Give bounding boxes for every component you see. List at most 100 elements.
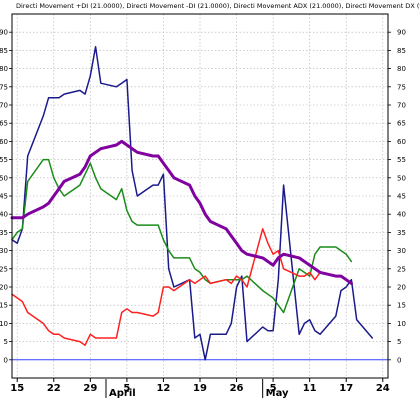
data-point xyxy=(351,261,352,262)
series-line-blue xyxy=(11,46,374,361)
y-tick-label-left: 15 xyxy=(0,302,8,310)
x-tick-label: 12 xyxy=(156,383,170,394)
data-point xyxy=(335,315,337,317)
data-point xyxy=(116,86,117,88)
y-tick-label-left: 75 xyxy=(0,83,8,91)
data-point xyxy=(84,344,86,346)
data-point xyxy=(194,283,196,284)
data-point xyxy=(199,203,201,204)
data-point xyxy=(137,195,138,197)
y-tick-label-right: 90 xyxy=(397,29,406,37)
data-point xyxy=(225,228,227,230)
data-point xyxy=(304,272,305,273)
data-point xyxy=(157,184,159,186)
data-point xyxy=(199,272,201,273)
data-point xyxy=(283,184,284,186)
x-tick-label: 5 xyxy=(270,383,277,394)
data-point xyxy=(335,275,337,277)
x-tick-label: 19 xyxy=(193,383,207,394)
data-point xyxy=(48,203,49,204)
data-point xyxy=(283,312,284,313)
data-point xyxy=(204,359,206,361)
data-point xyxy=(267,261,269,262)
data-point xyxy=(157,312,159,313)
series-line-red xyxy=(11,228,321,346)
data-point xyxy=(262,228,264,230)
data-point xyxy=(152,315,154,317)
data-point xyxy=(53,97,55,98)
y-tick-label-left: 80 xyxy=(0,65,8,73)
data-point xyxy=(194,337,196,339)
data-point xyxy=(304,261,305,262)
data-point xyxy=(16,217,18,219)
data-point xyxy=(168,250,169,251)
data-point xyxy=(356,319,358,321)
y-tick-label-right: 5 xyxy=(397,338,401,346)
y-tick-label-left: 35 xyxy=(0,229,8,237)
data-point xyxy=(314,253,316,255)
data-point xyxy=(272,330,274,332)
data-point xyxy=(163,286,164,288)
series-lines xyxy=(10,46,374,361)
y-tick-label-left: 45 xyxy=(0,193,8,201)
data-point xyxy=(335,246,337,248)
data-point xyxy=(121,141,122,142)
data-point xyxy=(298,275,300,277)
y-tick-label-right: 40 xyxy=(397,211,406,219)
y-tick-label-left: 25 xyxy=(0,265,8,273)
y-tick-label-right: 10 xyxy=(397,320,406,328)
y-tick-label-left: 70 xyxy=(0,102,8,110)
data-point xyxy=(100,337,102,339)
data-point xyxy=(63,181,65,182)
data-point xyxy=(95,337,96,339)
grid-lines xyxy=(12,14,388,378)
data-point xyxy=(351,283,352,284)
data-point xyxy=(262,257,264,259)
y-tick-label-left: 40 xyxy=(0,211,8,219)
x-tick-label: 26 xyxy=(230,383,244,394)
data-point xyxy=(126,308,128,310)
data-point xyxy=(168,286,169,288)
y-tick-label-right: 35 xyxy=(397,229,406,237)
data-point xyxy=(199,279,201,281)
data-point xyxy=(116,144,117,146)
y-tick-label-left: 85 xyxy=(0,47,8,55)
x-tick-label: 11 xyxy=(303,383,317,394)
data-point xyxy=(116,337,117,339)
y-tick-label-left: 30 xyxy=(0,247,8,255)
data-point xyxy=(236,275,237,277)
x-tick-label: 15 xyxy=(10,383,24,394)
y-tick-label-right: 50 xyxy=(397,174,406,182)
data-point xyxy=(16,297,18,299)
data-point xyxy=(27,312,29,313)
y-tick-label-left: 0 xyxy=(4,356,8,364)
data-point xyxy=(168,268,169,270)
data-point xyxy=(278,250,279,251)
data-point xyxy=(137,224,138,226)
data-point xyxy=(272,253,274,255)
data-point xyxy=(84,93,86,95)
data-point xyxy=(225,334,227,335)
data-point xyxy=(345,279,347,281)
data-point xyxy=(340,290,342,291)
data-point xyxy=(152,184,154,186)
data-point xyxy=(126,210,128,211)
data-point xyxy=(79,90,81,91)
data-point xyxy=(262,290,264,291)
data-point xyxy=(163,239,164,240)
data-point xyxy=(79,173,81,175)
data-point xyxy=(43,206,44,208)
data-point xyxy=(267,243,269,244)
data-point xyxy=(27,213,29,215)
data-point xyxy=(231,283,232,284)
series-line-purple xyxy=(10,139,353,285)
data-point xyxy=(189,279,190,281)
y-tick-label-right: 80 xyxy=(397,65,406,73)
data-point xyxy=(84,166,86,168)
data-point xyxy=(173,177,175,179)
data-point xyxy=(199,334,201,335)
y-tick-label-right: 75 xyxy=(397,83,406,91)
data-point xyxy=(309,319,311,321)
y-tick-label-right: 60 xyxy=(397,138,406,146)
data-point xyxy=(236,286,237,288)
